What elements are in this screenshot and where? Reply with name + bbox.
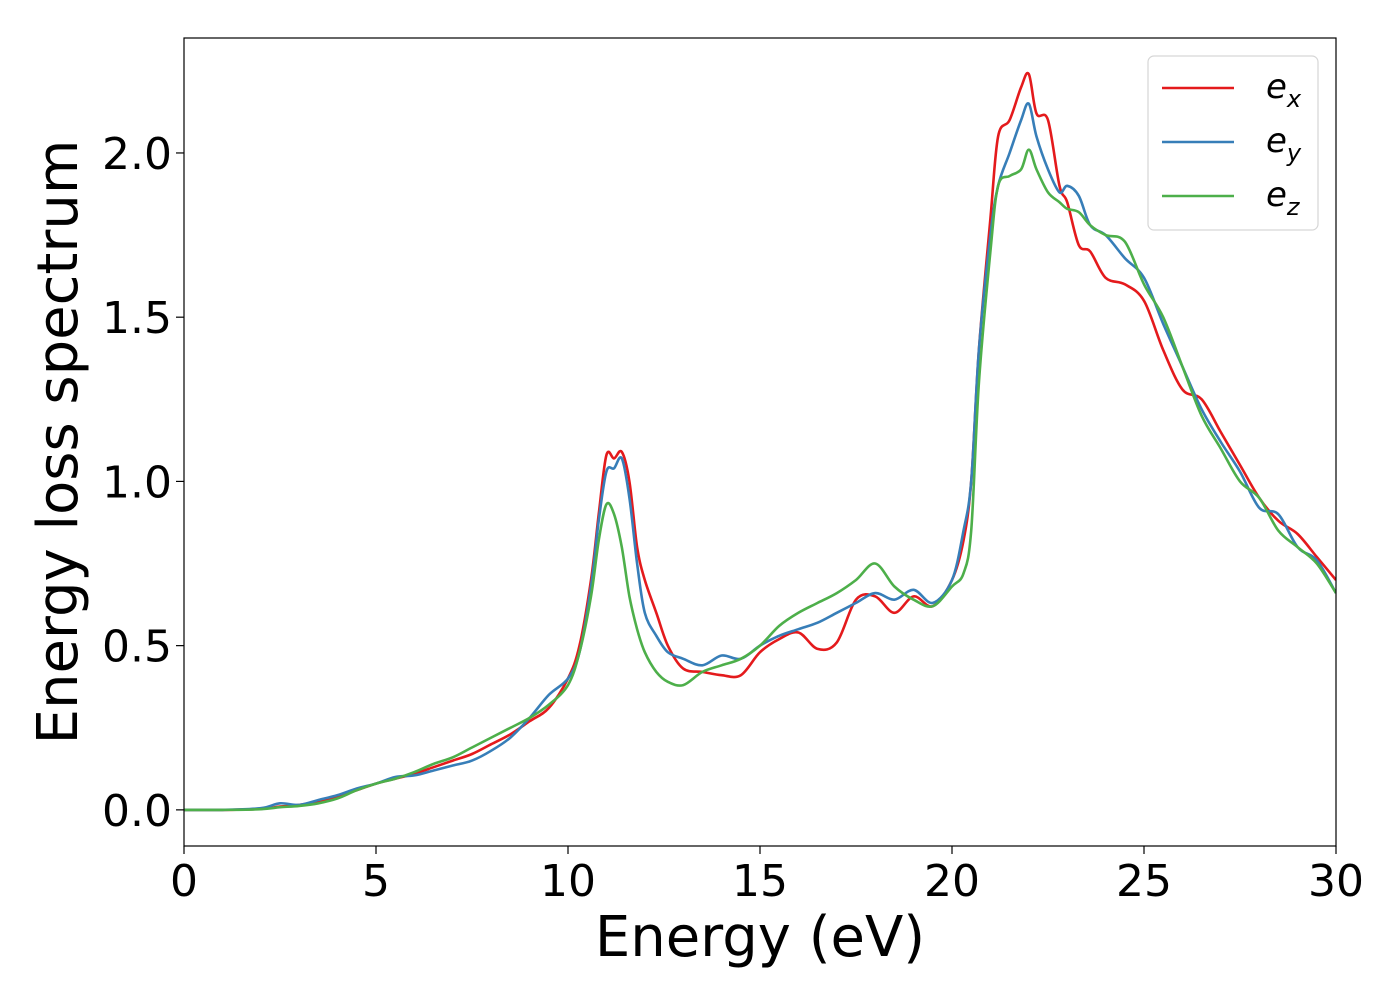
y-tick-label: 1.0 — [102, 457, 172, 508]
y-axis-ticks: 0.0 0.5 1.0 1.5 2.0 — [102, 129, 184, 837]
y-axis-label: Energy loss spectrum — [26, 140, 91, 745]
legend-label-y: ey — [1266, 121, 1302, 167]
y-tick-label: 0.5 — [102, 622, 172, 673]
series-line-x — [184, 71, 1336, 812]
legend-label-z: ez — [1266, 175, 1301, 221]
legend: ex ey ez — [1147, 55, 1319, 231]
x-tick-label: 15 — [732, 856, 788, 907]
x-axis-label: Energy (eV) — [595, 905, 925, 970]
legend-label-x: ex — [1266, 67, 1302, 113]
y-tick-label: 0.0 — [102, 786, 172, 837]
x-tick-label: 10 — [540, 856, 596, 907]
y-tick-label: 1.5 — [102, 293, 172, 344]
x-tick-label: 20 — [924, 856, 980, 907]
y-tick-label: 2.0 — [102, 129, 172, 180]
x-tick-label: 30 — [1308, 856, 1364, 907]
plot-lines — [184, 71, 1336, 812]
x-tick-label: 5 — [362, 856, 390, 907]
x-tick-label: 0 — [170, 856, 198, 907]
x-axis-ticks: 0 5 10 15 20 25 30 — [170, 846, 1364, 907]
x-tick-label: 25 — [1116, 856, 1172, 907]
series-line-z — [184, 148, 1336, 812]
